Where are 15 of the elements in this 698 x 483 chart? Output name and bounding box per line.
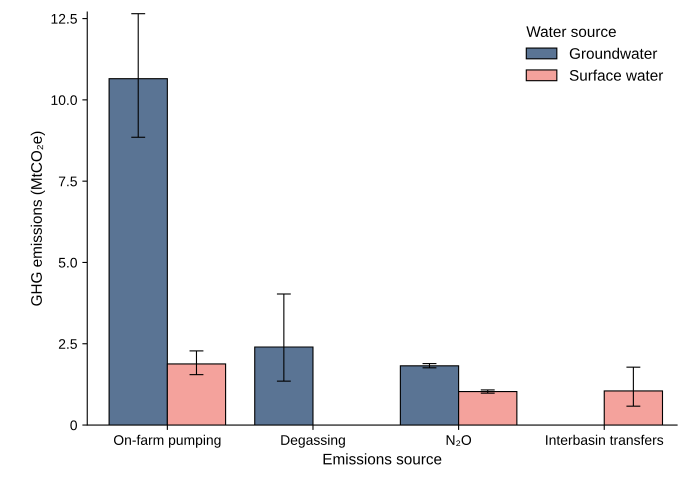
x-tick-label: N₂O xyxy=(446,435,472,446)
y-tick-label: 0 xyxy=(70,420,77,430)
y-tick-label: 12.5 xyxy=(52,14,77,24)
legend-label: Groundwater xyxy=(570,48,658,59)
y-tick-label: 2.5 xyxy=(58,339,77,349)
x-tick-label: Degassing xyxy=(281,434,345,448)
y-tick-label: 7.5 xyxy=(58,176,77,186)
x-tick-label: Interbasin transfers xyxy=(546,434,664,445)
y-axis-title: GHG emissions (MtCO₂e) xyxy=(30,132,45,306)
legend-label: Surface water xyxy=(570,70,664,81)
x-axis-title: Emissions source xyxy=(324,453,442,464)
x-tick-label: On-farm pumping xyxy=(114,434,220,448)
y-tick-label: 5.0 xyxy=(58,258,77,268)
y-tick-label: 10.0 xyxy=(52,95,77,106)
legend-title: Water source xyxy=(526,26,616,38)
